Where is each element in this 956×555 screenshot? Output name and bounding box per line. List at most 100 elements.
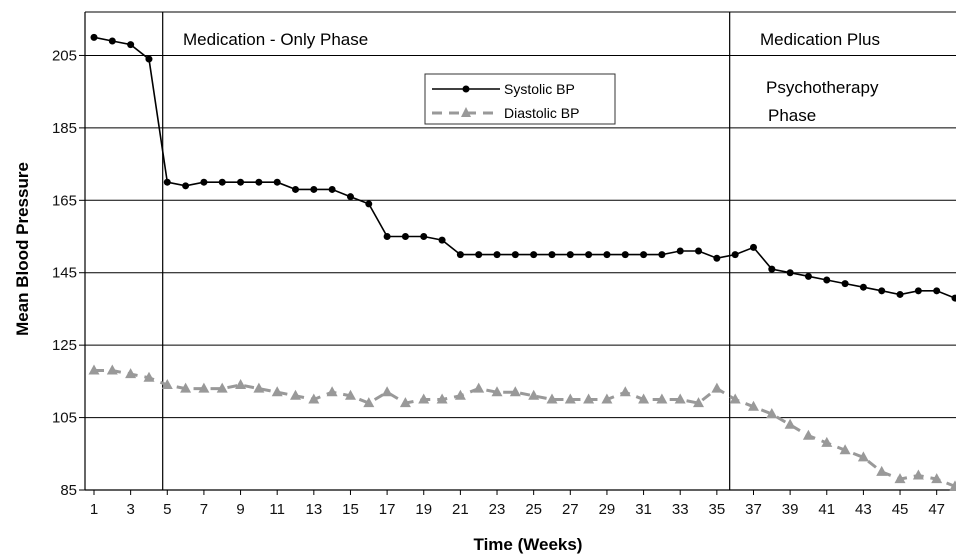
gridlines	[85, 54, 956, 491]
diastolic-point	[894, 473, 906, 484]
y-tick-label-185: 185	[52, 120, 77, 137]
phase-label-psychotherapy: Psychotherapy	[766, 78, 879, 97]
diastolic-point	[253, 382, 265, 393]
diastolic-point	[198, 382, 210, 393]
systolic-point	[804, 272, 812, 280]
x-tick-label-35: 35	[709, 501, 726, 518]
legend-diastolic-marker	[461, 107, 471, 117]
systolic-point	[530, 251, 538, 259]
diastolic-point	[821, 436, 833, 447]
systolic-point	[328, 185, 336, 193]
systolic-point	[493, 251, 501, 259]
systolic-point	[237, 178, 245, 186]
systolic-point	[438, 236, 446, 244]
diastolic-point	[454, 389, 466, 400]
systolic-point	[456, 251, 464, 259]
diastolic-point	[729, 393, 741, 404]
systolic-point	[951, 294, 956, 302]
systolic-point	[566, 251, 574, 259]
systolic-point	[786, 269, 794, 277]
systolic-point	[621, 251, 629, 259]
systolic-point	[914, 287, 922, 295]
x-tick-label-33: 33	[672, 501, 689, 518]
systolic-point	[768, 265, 776, 273]
diastolic-point	[546, 393, 558, 404]
phase-label-phase: Phase	[768, 106, 816, 125]
systolic-point	[841, 280, 849, 288]
diastolic-point	[326, 386, 338, 397]
diastolic-point	[674, 393, 686, 404]
diastolic-point	[399, 397, 411, 408]
systolic-point	[200, 178, 208, 186]
x-tick-label-41: 41	[818, 501, 835, 518]
x-tick-label-37: 37	[745, 501, 762, 518]
x-tick-label-39: 39	[782, 501, 799, 518]
x-tick-label-15: 15	[342, 501, 359, 518]
x-tick-label-19: 19	[415, 501, 432, 518]
diastolic-point	[235, 379, 247, 389]
systolic-point	[896, 290, 904, 298]
y-tick-label-125: 125	[52, 337, 77, 354]
systolic-point	[731, 251, 739, 259]
diastolic-point	[711, 382, 723, 393]
legend-systolic-marker	[462, 85, 470, 93]
systolic-point	[127, 41, 135, 49]
y-tick-label-205: 205	[52, 47, 77, 64]
phase-label-medication-plus: Medication Plus	[760, 30, 880, 49]
diastolic-point	[619, 386, 631, 397]
systolic-point	[346, 193, 354, 201]
systolic-point	[859, 283, 867, 291]
axes	[79, 11, 956, 495]
diastolic-point	[106, 364, 118, 375]
systolic-point	[383, 233, 391, 241]
systolic-point	[365, 200, 373, 208]
diastolic-point	[125, 368, 137, 379]
diastolic-point	[290, 389, 301, 400]
diastolic-point	[418, 393, 430, 404]
diastolic-point	[912, 469, 924, 480]
x-tick-label-31: 31	[635, 501, 652, 518]
x-tick-label-1: 1	[90, 501, 98, 518]
phase-label-medication-only: Medication - Only Phase	[183, 30, 368, 49]
diastolic-point	[308, 393, 320, 404]
x-tick-label-11: 11	[269, 501, 285, 518]
x-tick-label-13: 13	[305, 501, 322, 518]
systolic-point	[182, 182, 190, 190]
diastolic-point	[802, 429, 814, 440]
systolic-point	[878, 287, 886, 295]
diastolic-point	[766, 408, 778, 418]
diastolic-point	[363, 397, 375, 408]
diastolic-point	[143, 371, 155, 382]
systolic-point	[255, 178, 263, 186]
x-tick-label-21: 21	[452, 501, 469, 518]
x-tick-label-29: 29	[599, 501, 616, 518]
diastolic-point	[638, 393, 650, 404]
diastolic-point	[180, 382, 192, 393]
diastolic-point	[601, 393, 613, 404]
diastolic-point	[949, 480, 956, 491]
legend-diastolic-label: Diastolic BP	[504, 105, 579, 121]
x-tick-label-5: 5	[163, 501, 171, 518]
systolic-point	[658, 251, 666, 259]
systolic-point	[273, 178, 281, 186]
systolic-point	[585, 251, 593, 259]
legend-systolic-label: Systolic BP	[504, 81, 575, 97]
diastolic-point	[656, 393, 668, 404]
systolic-point	[548, 251, 556, 259]
diastolic-point	[345, 389, 356, 400]
legend-box	[424, 73, 616, 125]
systolic-point	[933, 287, 941, 295]
diastolic-point	[216, 382, 228, 393]
y-tick-label-105: 105	[52, 410, 77, 427]
systolic-point	[292, 185, 300, 193]
diastolic-point	[693, 397, 704, 408]
systolic-point	[145, 55, 153, 63]
diastolic-point	[784, 418, 796, 429]
systolic-point	[90, 33, 98, 41]
systolic-point	[640, 251, 648, 259]
systolic-point	[475, 251, 483, 259]
systolic-point	[163, 178, 171, 186]
x-axis-title: Time (Weeks)	[474, 535, 583, 554]
diastolic-point	[381, 386, 393, 397]
